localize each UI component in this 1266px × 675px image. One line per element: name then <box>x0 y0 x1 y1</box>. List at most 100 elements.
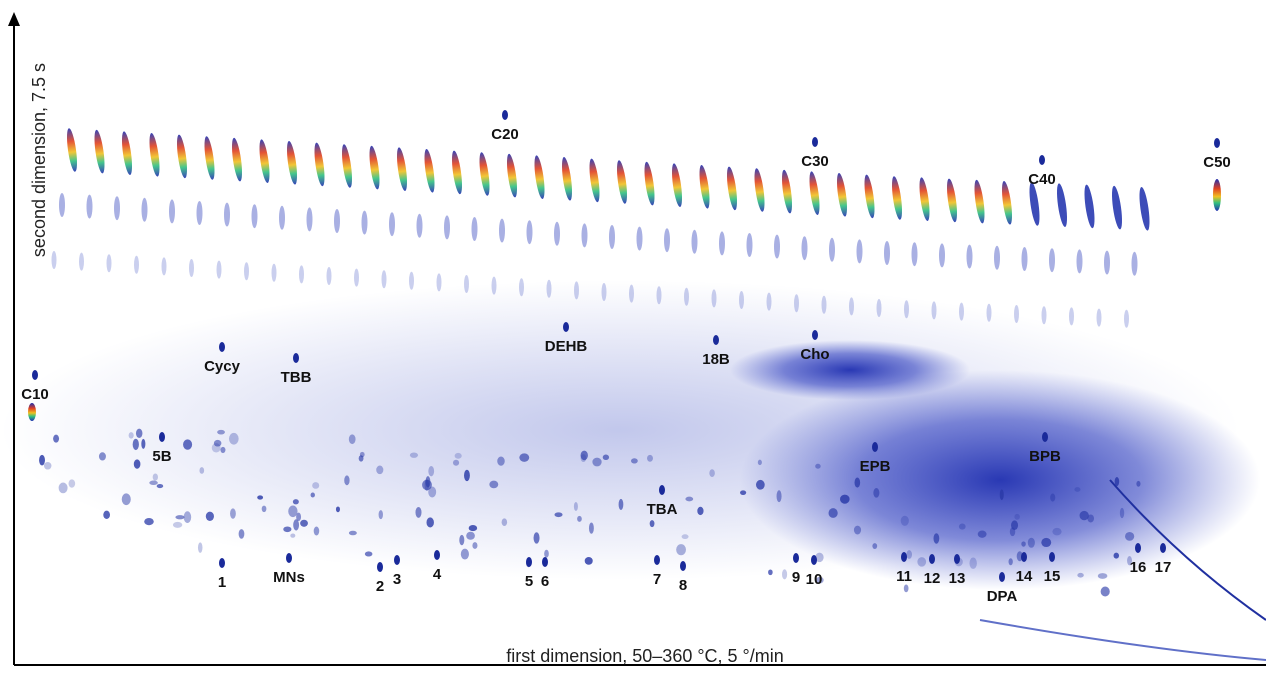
spot <box>58 482 68 494</box>
spot <box>1087 514 1095 523</box>
peak-tail <box>711 289 717 308</box>
spot <box>776 490 782 503</box>
spot <box>454 452 462 459</box>
peak-tail <box>849 297 854 316</box>
spot <box>422 479 432 491</box>
peak-tail <box>1021 247 1028 271</box>
spot <box>426 517 434 528</box>
peak-label: 15 <box>1044 568 1061 585</box>
peak-tail <box>774 234 780 259</box>
spot <box>197 542 203 553</box>
peak <box>1056 183 1068 227</box>
peak-tail <box>884 241 890 265</box>
peak <box>644 161 655 206</box>
spot <box>156 484 164 489</box>
labeled-peak <box>659 485 665 495</box>
spot <box>1008 558 1013 566</box>
spot <box>1077 572 1084 578</box>
peak-tail <box>244 262 249 281</box>
spot <box>238 529 245 539</box>
spot <box>697 506 704 516</box>
spot <box>43 462 52 470</box>
peak <box>121 131 133 175</box>
spot <box>554 512 563 518</box>
labeled-peak <box>526 557 532 567</box>
peak-label: 1 <box>218 574 226 591</box>
labeled-peak <box>1135 543 1141 553</box>
spot <box>121 493 131 506</box>
peak-label: 11 <box>896 568 912 585</box>
peak-tail <box>354 268 359 287</box>
peak-tail <box>1076 249 1083 274</box>
peak-tail <box>794 294 799 313</box>
spot <box>466 531 475 540</box>
peak-label: EPB <box>860 458 891 475</box>
labeled-peak <box>811 555 817 565</box>
spot <box>685 496 694 502</box>
peak <box>314 142 325 187</box>
peak-tail <box>1014 305 1019 323</box>
peak-tail <box>86 194 93 219</box>
peak-tail <box>546 279 552 298</box>
spot <box>459 534 465 546</box>
peak-label: 17 <box>1155 559 1172 576</box>
peak-tail <box>821 295 827 314</box>
spot <box>815 552 824 563</box>
spot <box>854 477 861 488</box>
spot <box>213 439 222 447</box>
peak-tail <box>994 245 1000 270</box>
labeled-peak <box>654 555 660 565</box>
signal <box>0 110 1266 661</box>
spot <box>709 469 715 478</box>
spot <box>292 499 299 505</box>
peak-tail <box>1104 250 1110 275</box>
peak-tail <box>79 252 84 271</box>
peak-label: MNs <box>273 569 305 586</box>
peak-label: BPB <box>1029 448 1061 465</box>
spot <box>917 557 927 567</box>
peak <box>204 136 215 180</box>
spot <box>261 505 267 513</box>
peak-tail <box>629 284 634 303</box>
spot <box>1050 493 1056 502</box>
spot <box>257 495 264 500</box>
spot <box>290 533 296 538</box>
peak-tail <box>271 263 277 282</box>
peak-label: C40 <box>1028 171 1056 188</box>
peak-label: 3 <box>393 571 401 588</box>
peak-label: 6 <box>541 573 549 590</box>
spot <box>464 469 470 482</box>
spot <box>229 432 239 445</box>
spot <box>98 452 106 461</box>
peak-tail <box>224 202 230 227</box>
peak <box>699 165 710 209</box>
spot <box>283 526 292 533</box>
peak-tail <box>471 217 478 241</box>
peak-tail <box>959 302 964 321</box>
spot <box>592 457 602 467</box>
peak <box>424 149 435 193</box>
peak <box>479 152 490 196</box>
spot <box>1074 487 1081 492</box>
peak-label: 13 <box>949 570 966 587</box>
peak-tail <box>939 243 945 268</box>
spot <box>296 512 302 522</box>
peak <box>286 141 298 185</box>
peak-tail <box>719 231 725 256</box>
spot <box>428 486 437 498</box>
peak-tail <box>739 291 744 309</box>
labeled-peak <box>377 562 383 572</box>
peak-label: 12 <box>924 570 941 587</box>
spot <box>293 519 300 531</box>
spot <box>1014 513 1020 520</box>
spot <box>452 459 460 466</box>
peak-tail <box>601 283 607 301</box>
labeled-peak <box>293 353 299 363</box>
x-axis-label: first dimension, 50–360 °C, 5 °/min <box>506 646 784 666</box>
peak <box>561 157 573 201</box>
spot <box>1041 537 1052 548</box>
peak-tail <box>904 300 909 319</box>
bleed-line <box>979 619 1266 661</box>
labeled-peak <box>901 552 907 562</box>
labeled-peak <box>713 335 719 345</box>
